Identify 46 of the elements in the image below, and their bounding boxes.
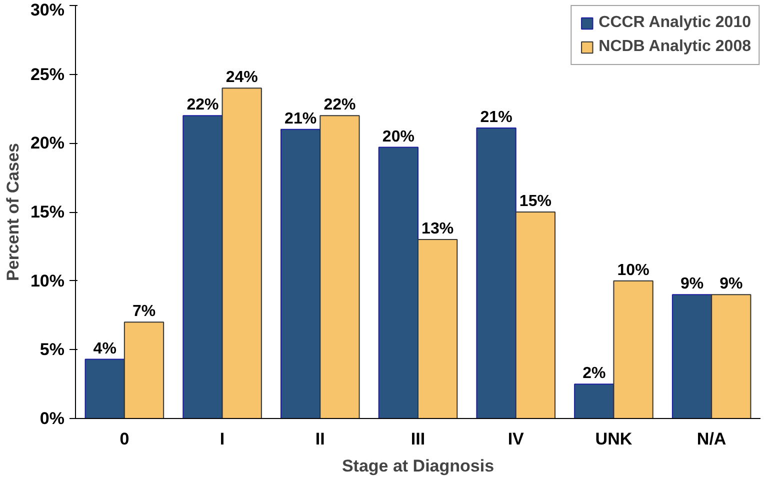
legend-label: CCCR Analytic 2010 xyxy=(598,14,751,32)
x-axis-title: Stage at Diagnosis xyxy=(342,456,494,476)
bar xyxy=(124,322,164,418)
bar xyxy=(613,280,654,418)
y-tick-label: 30% xyxy=(30,0,65,20)
y-axis-title: Percent of Cases xyxy=(3,143,22,281)
data-label: 21% xyxy=(284,110,317,128)
legend-label: NCDB Analytic 2008 xyxy=(598,38,751,56)
y-tick-label: 10% xyxy=(30,271,65,290)
bar xyxy=(378,146,418,418)
data-label: 22% xyxy=(186,96,219,114)
x-tick-label: 0 xyxy=(120,430,130,448)
x-tick-label: III xyxy=(410,430,426,448)
bar xyxy=(84,358,125,418)
data-label: 4% xyxy=(93,340,116,358)
bar xyxy=(418,239,458,418)
data-label: 7% xyxy=(132,303,156,320)
bar xyxy=(222,88,262,418)
data-label: 9% xyxy=(720,276,743,293)
data-label: 15% xyxy=(519,193,552,210)
y-tick-label: 0% xyxy=(40,409,65,428)
data-label: 21% xyxy=(480,109,512,126)
bar xyxy=(320,115,360,418)
bar xyxy=(182,115,223,418)
data-label: 20% xyxy=(382,128,414,146)
y-tick-label: 5% xyxy=(40,340,65,360)
bar xyxy=(280,128,321,418)
data-label: 2% xyxy=(582,365,606,382)
x-tick-label: II xyxy=(315,430,325,448)
bar xyxy=(711,294,752,418)
bar xyxy=(574,384,614,418)
data-label: 9% xyxy=(680,276,704,293)
data-label: 24% xyxy=(226,69,258,86)
y-tick-label: 15% xyxy=(30,202,65,222)
data-label: 13% xyxy=(422,220,454,238)
x-tick-label: N/A xyxy=(696,430,726,448)
y-tick-label: 25% xyxy=(30,64,65,84)
bar xyxy=(476,128,516,418)
bar xyxy=(515,212,556,418)
bar xyxy=(672,294,712,418)
data-label: 10% xyxy=(617,262,650,279)
y-tick-label: 20% xyxy=(30,134,65,153)
x-tick-label: IV xyxy=(508,430,525,448)
x-tick-label: UNK xyxy=(595,430,633,448)
x-tick-label: I xyxy=(220,430,225,448)
data-label: 22% xyxy=(324,96,356,114)
